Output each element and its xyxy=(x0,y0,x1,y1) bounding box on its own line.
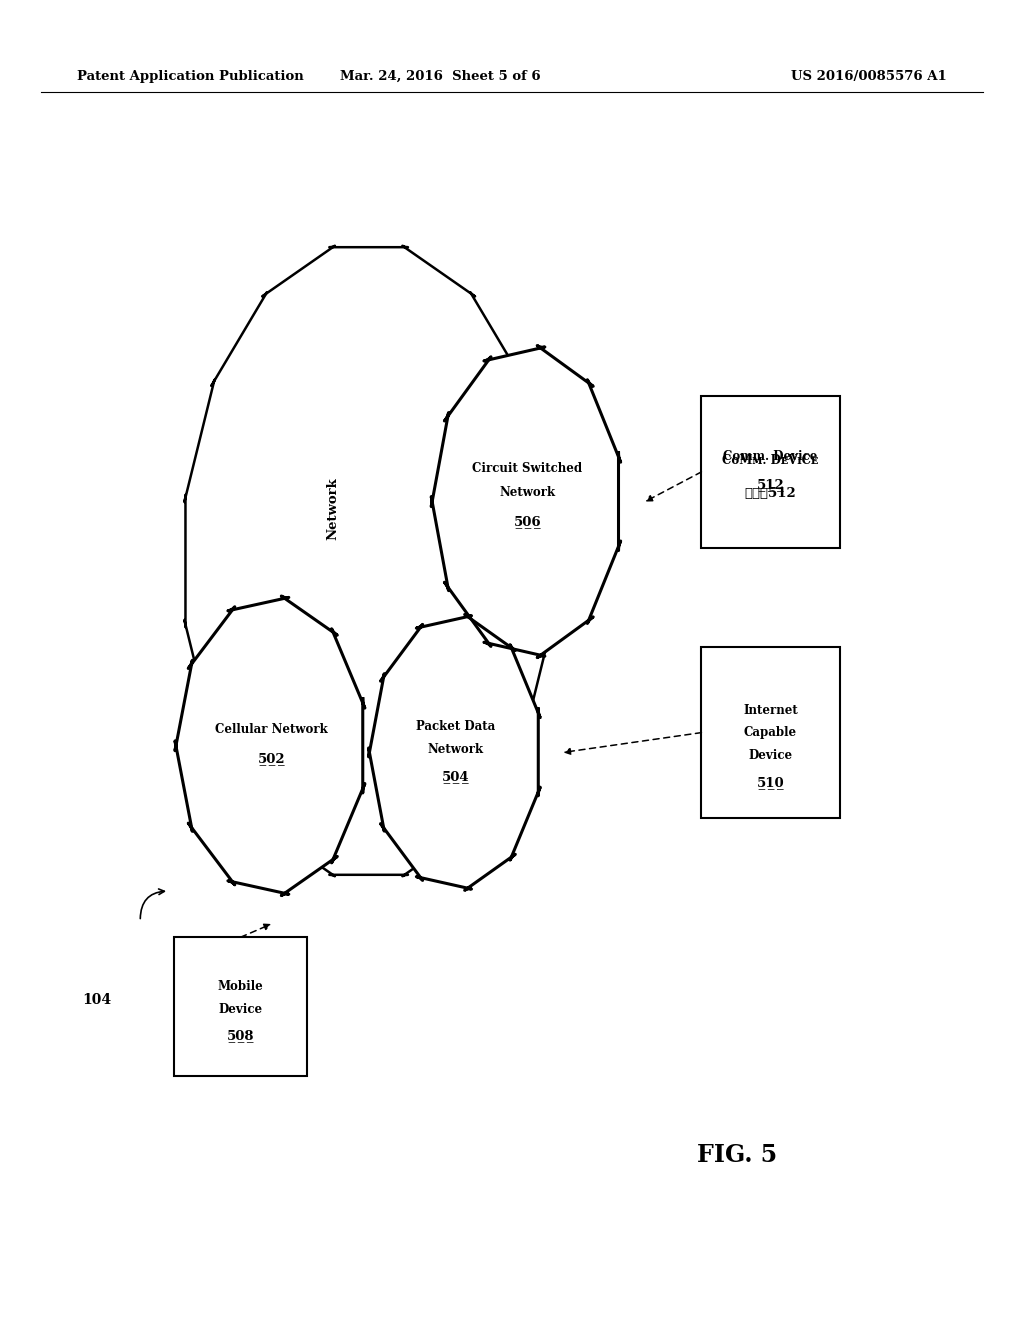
FancyArrowPatch shape xyxy=(140,888,164,919)
Text: CᴏMᴍ. DᴇVɪCᴇ: CᴏMᴍ. DᴇVɪCᴇ xyxy=(723,454,818,466)
Text: FIG. 5: FIG. 5 xyxy=(697,1143,777,1167)
Polygon shape xyxy=(431,346,621,657)
Text: Mobile: Mobile xyxy=(218,981,263,993)
Text: 5̲0̲4̲: 5̲0̲4̲ xyxy=(442,770,469,783)
Text: 5̲0̲2̲: 5̲0̲2̲ xyxy=(258,752,285,766)
Text: Device: Device xyxy=(749,748,793,762)
Text: Device: Device xyxy=(218,1003,263,1015)
Text: Internet: Internet xyxy=(743,704,798,717)
Text: 5̲0̲6̲: 5̲0̲6̲ xyxy=(514,515,541,528)
Text: Network: Network xyxy=(500,486,555,499)
Polygon shape xyxy=(175,597,365,895)
Text: Capable: Capable xyxy=(744,726,797,739)
Text: Mar. 24, 2016  Sheet 5 of 6: Mar. 24, 2016 Sheet 5 of 6 xyxy=(340,70,541,83)
Polygon shape xyxy=(369,615,541,890)
Polygon shape xyxy=(184,246,553,876)
Text: 104: 104 xyxy=(83,993,112,1007)
Text: Network: Network xyxy=(327,477,339,540)
FancyBboxPatch shape xyxy=(701,647,840,818)
Text: Network: Network xyxy=(428,743,483,756)
Text: 5̲1̲2̲: 5̲1̲2̲ xyxy=(757,479,784,491)
Text: 5̲0̲8̲: 5̲0̲8̲ xyxy=(227,1030,254,1041)
Text: ͟͟͟512: ͟͟͟512 xyxy=(744,487,797,500)
FancyBboxPatch shape xyxy=(174,937,307,1076)
Text: US 2016/0085576 A1: US 2016/0085576 A1 xyxy=(792,70,947,83)
Text: 5̲1̲0̲: 5̲1̲0̲ xyxy=(757,776,784,789)
Text: Cellular Network: Cellular Network xyxy=(215,723,328,737)
Text: Comm. Device: Comm. Device xyxy=(723,450,818,462)
Text: Packet Data: Packet Data xyxy=(416,719,496,733)
FancyBboxPatch shape xyxy=(701,396,840,548)
Text: Patent Application Publication: Patent Application Publication xyxy=(77,70,303,83)
Text: Circuit Switched: Circuit Switched xyxy=(472,462,583,475)
